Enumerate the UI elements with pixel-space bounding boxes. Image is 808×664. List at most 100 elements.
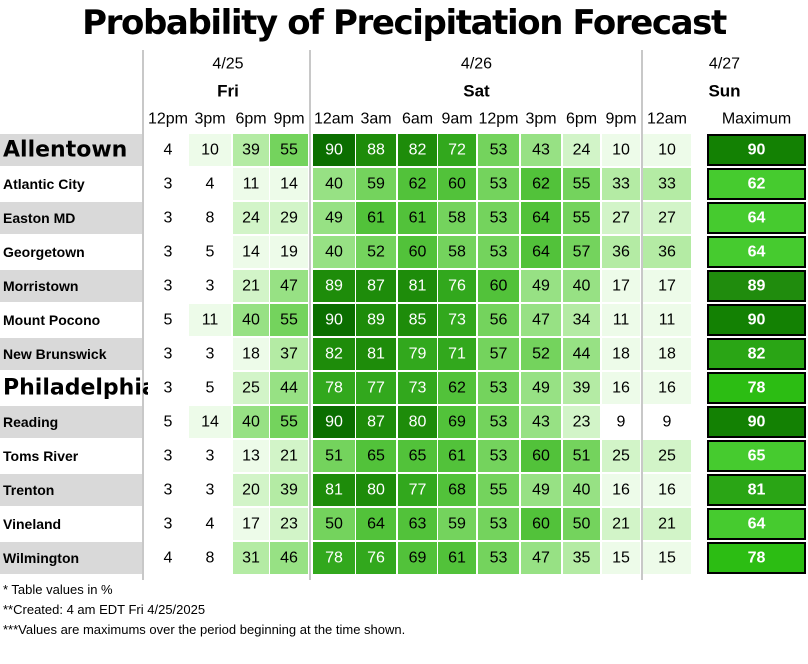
row-label: Atlantic City [3,176,85,192]
footnote-maximums: ***Values are maximums over the period b… [3,622,406,637]
time-header-3: 9pm [273,111,304,128]
data-cell [602,440,640,472]
data-value: 55 [280,142,298,159]
data-value: 13 [242,448,260,465]
data-cell [563,474,600,506]
data-cell [563,168,600,200]
maximum-header: Maximum [722,111,791,128]
data-cell [643,440,691,472]
data-value: 64 [367,516,385,533]
data-value: 44 [573,346,591,363]
data-cell [521,372,561,404]
data-value: 17 [612,278,630,295]
data-value: 44 [280,380,298,397]
footnote-created: **Created: 4 am EDT Fri 4/25/2025 [3,602,206,617]
data-value: 18 [612,346,630,363]
maximum-cell [707,134,806,166]
data-value: 82 [325,346,343,363]
day-label-0: Fri [217,82,239,101]
data-cell [563,338,600,370]
maximum-cell [707,304,806,336]
data-value: 35 [573,550,591,567]
data-value: 55 [280,312,298,329]
data-value: 36 [658,244,676,261]
data-value: 3 [164,176,173,193]
data-value: 64 [532,210,550,227]
data-cell [233,202,269,234]
data-cell [313,474,355,506]
data-cell [521,508,561,540]
data-cell [398,508,437,540]
data-cell [356,406,396,438]
data-value: 77 [367,380,385,397]
data-value: 58 [448,210,466,227]
data-value: 20 [242,482,260,499]
data-value: 62 [532,176,550,193]
maximum-value: 62 [748,176,766,193]
data-cell [233,304,269,336]
data-value: 4 [206,516,215,533]
data-cell [233,134,269,166]
maximum-cell [707,542,806,574]
data-cell [189,338,231,370]
data-value: 18 [242,346,260,363]
data-value: 60 [448,176,466,193]
data-value: 55 [280,414,298,431]
data-cell [148,134,188,166]
data-cell [233,440,269,472]
data-cell [313,202,355,234]
data-value: 27 [612,210,630,227]
data-value: 61 [448,550,466,567]
maximum-value: 65 [748,448,766,465]
data-value: 11 [659,312,676,329]
data-value: 79 [409,346,427,363]
data-cell [478,168,519,200]
data-value: 46 [280,550,298,567]
data-value: 3 [206,448,215,465]
data-cell [356,508,396,540]
data-value: 4 [164,142,173,159]
data-value: 3 [164,482,173,499]
data-cell [233,270,269,302]
data-cell [148,440,188,472]
day-label-1: Sat [463,82,490,101]
data-value: 29 [280,210,298,227]
data-cell [148,304,188,336]
data-cell [478,508,519,540]
time-header-7: 9am [441,111,472,128]
data-value: 53 [490,516,508,533]
data-cell [356,474,396,506]
data-cell [563,236,600,268]
data-value: 15 [658,550,676,567]
data-cell [602,474,640,506]
data-cell [643,338,691,370]
time-header-5: 3am [360,111,391,128]
data-cell [398,440,437,472]
data-cell [438,168,476,200]
data-value: 34 [573,312,591,329]
data-value: 23 [280,516,298,533]
data-cell [438,270,476,302]
data-value: 60 [409,244,427,261]
data-value: 9 [617,414,626,431]
maximum-cell [707,202,806,234]
data-cell [563,542,600,574]
data-value: 4 [206,176,215,193]
data-value: 43 [532,414,550,431]
time-header-8: 12pm [478,111,518,128]
data-cell [521,134,561,166]
data-value: 27 [658,210,676,227]
data-cell [356,270,396,302]
data-cell [313,508,355,540]
data-cell [643,236,691,268]
footnote-units: * Table values in % [3,582,113,597]
date-label-0: 4/25 [212,56,243,73]
data-cell [148,474,188,506]
data-value: 50 [325,516,343,533]
data-cell [148,168,188,200]
data-cell [189,304,231,336]
data-cell [189,406,231,438]
data-value: 85 [409,312,427,329]
time-header-4: 12am [314,111,354,128]
maximum-value: 90 [748,312,766,329]
